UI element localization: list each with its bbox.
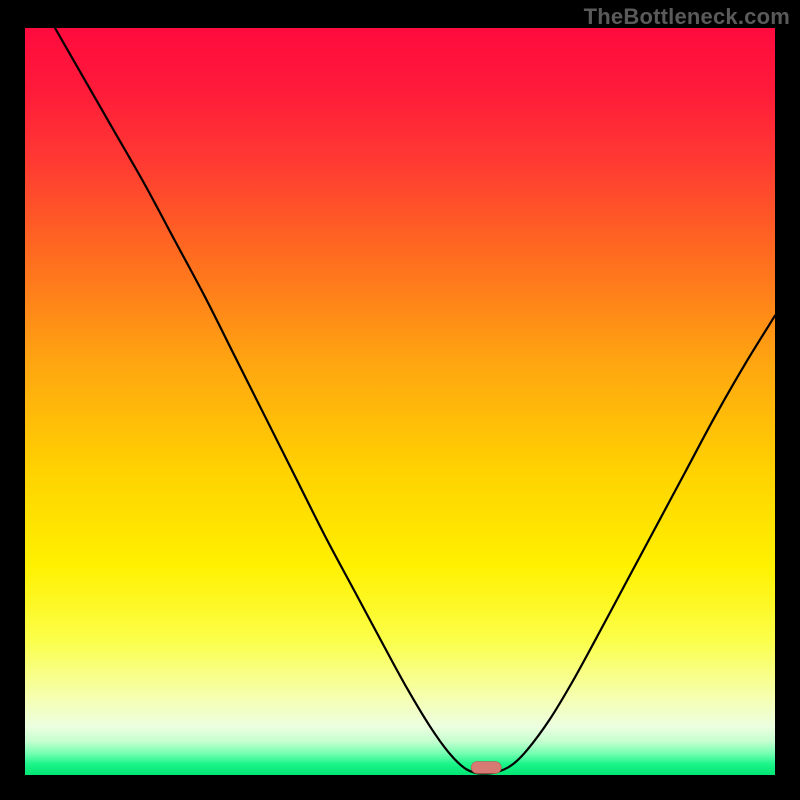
watermark-text: TheBottleneck.com: [584, 4, 790, 30]
bottleneck-chart: [25, 28, 775, 775]
chart-svg: [25, 28, 775, 775]
gradient-background: [25, 28, 775, 775]
optimal-point-marker: [471, 762, 501, 774]
